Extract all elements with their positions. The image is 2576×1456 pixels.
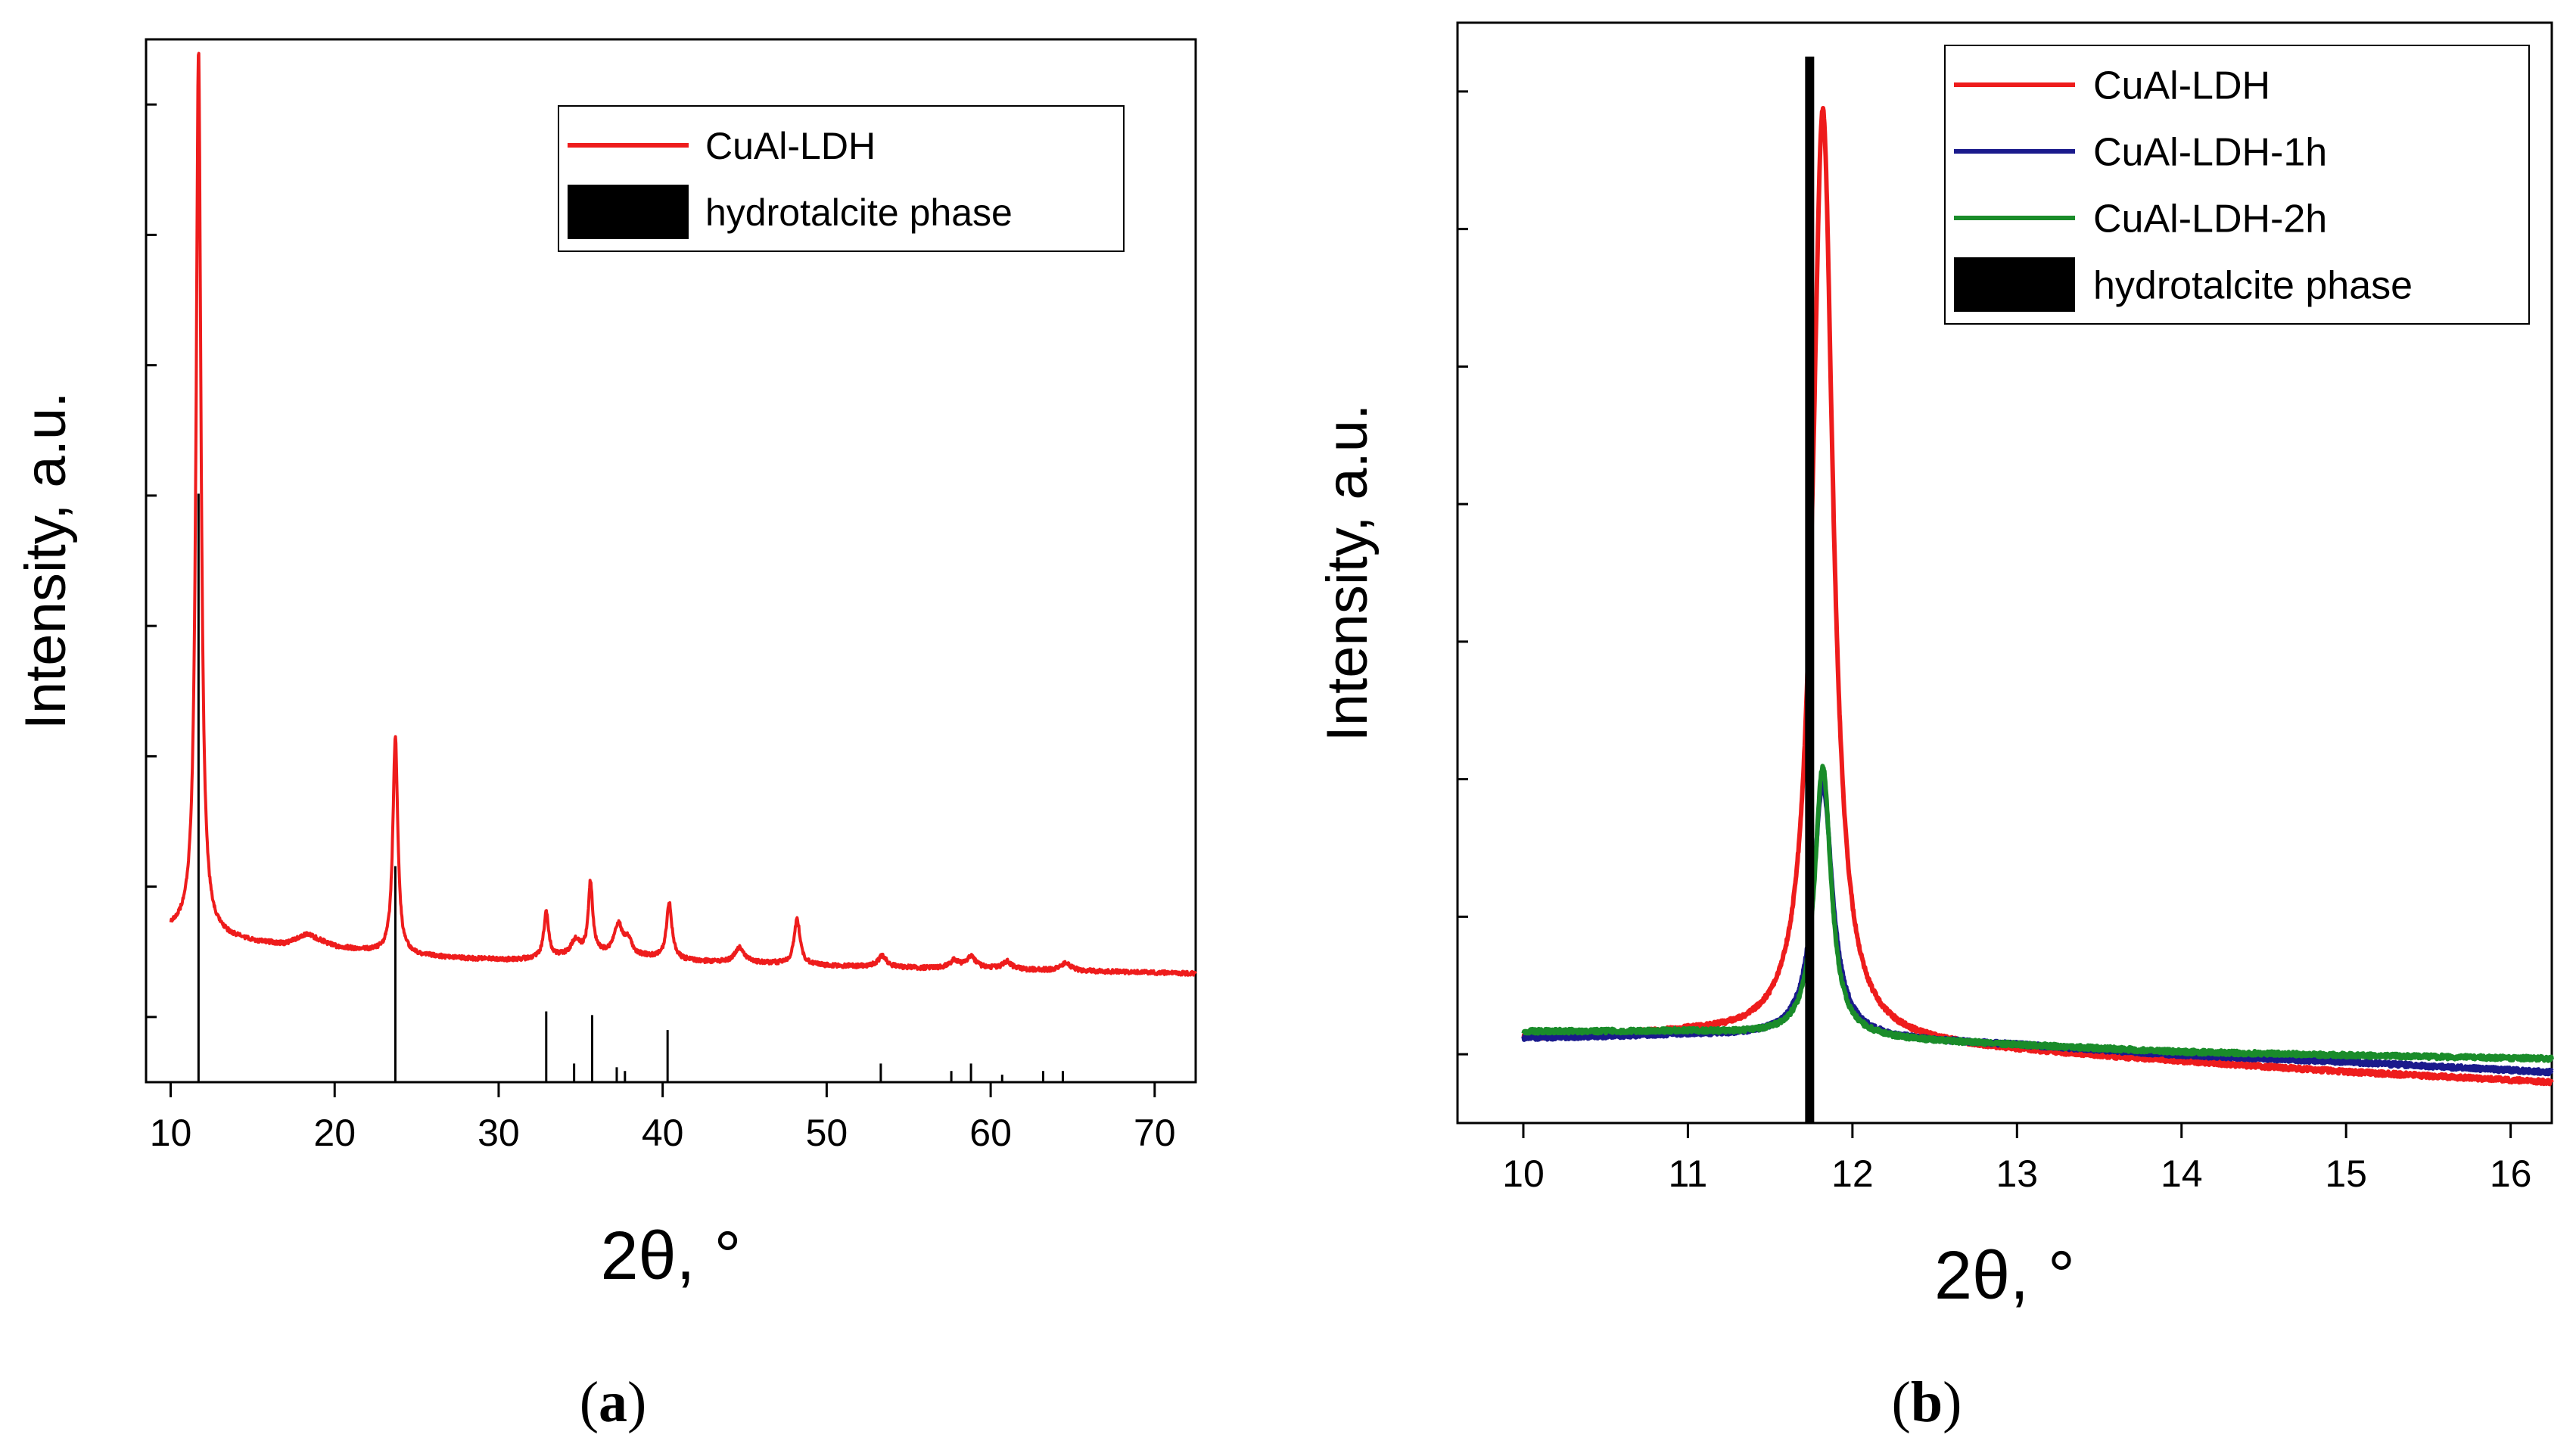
- x-tick-label: 10: [1502, 1153, 1545, 1195]
- legend: CuAl-LDH CuAl-LDH-1h CuAl-LDH-2h hydrotalci…: [1944, 45, 2530, 325]
- caption-a: (a): [579, 1370, 647, 1434]
- legend-label: CuAl-LDH: [705, 125, 876, 167]
- y-axis-label: Intensity, a.u.: [1315, 404, 1380, 742]
- legend-label: CuAl-LDH: [2093, 64, 2270, 108]
- series-line-cual-ldh-2h: [1521, 764, 2554, 1063]
- x-tick-label: 30: [478, 1112, 520, 1154]
- x-axis-label: 2θ, °: [600, 1218, 741, 1294]
- chart-panel-b: 10 11 12 13 14 15 16 2θ, ° Intensity, a.u. CuAl-L…: [1315, 21, 2554, 1314]
- legend-swatch: [568, 185, 689, 239]
- x-tick-label: 12: [1831, 1153, 1874, 1195]
- caption-b-letter: b: [1910, 1370, 1943, 1434]
- x-tick-label: 40: [642, 1112, 684, 1154]
- x-tick-label: 10: [150, 1112, 192, 1154]
- legend-label: CuAl-LDH-1h: [2093, 131, 2327, 175]
- x-tick-label: 13: [1996, 1153, 2038, 1195]
- x-tick-label: 11: [1668, 1153, 1707, 1195]
- x-tick-label: 70: [1134, 1112, 1176, 1154]
- x-tick-label: 16: [2490, 1153, 2532, 1195]
- legend-swatch: [1954, 257, 2075, 312]
- plot-frame: [145, 38, 1197, 1084]
- legend: CuAl-LDH hydrotalcite phase: [558, 105, 1125, 252]
- caption-b: (b): [1891, 1370, 1962, 1434]
- legend-label: CuAl-LDH-2h: [2093, 198, 2327, 241]
- series-line-cual-ldh: [1521, 106, 2554, 1087]
- x-tick-label: 50: [806, 1112, 848, 1154]
- plot-frame: [1456, 21, 2553, 1125]
- legend-label: hydrotalcite phase: [705, 191, 1013, 234]
- y-axis-label: Intensity, a.u.: [14, 392, 78, 730]
- x-axis-label: 2θ, °: [1934, 1238, 2075, 1314]
- series-line-cual-ldh: [169, 51, 1197, 977]
- legend-label: hydrotalcite phase: [2093, 264, 2413, 308]
- x-tick-label: 20: [313, 1112, 356, 1154]
- x-tick-label: 60: [969, 1112, 1012, 1154]
- x-tick-label: 14: [2161, 1153, 2203, 1195]
- caption-a-letter: a: [599, 1370, 627, 1434]
- chart-panel-a: 10 20 30 40 50 60 70 2θ, ° Intensity, a.u. CuAl-L…: [14, 38, 1197, 1294]
- x-tick-label: 15: [2325, 1153, 2367, 1195]
